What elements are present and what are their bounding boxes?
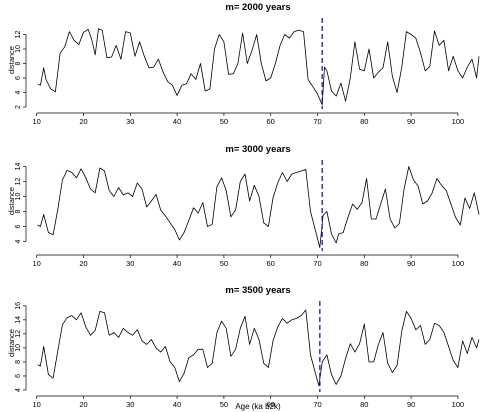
y-tick-label: 4 bbox=[15, 90, 22, 94]
x-tick-label: 70 bbox=[313, 259, 321, 268]
y-tick-label: 6 bbox=[15, 374, 22, 378]
x-tick-label: 70 bbox=[313, 400, 321, 409]
panel-title: m= 3500 years bbox=[225, 285, 290, 296]
x-tick-label: 60 bbox=[267, 400, 275, 409]
x-tick-label: 40 bbox=[173, 259, 181, 268]
x-tick-label: 80 bbox=[360, 117, 368, 126]
x-tick-label: 20 bbox=[79, 259, 87, 268]
y-tick-label: 10 bbox=[15, 344, 22, 352]
y-tick-label: 4 bbox=[15, 388, 22, 392]
x-tick-label: 100 bbox=[452, 117, 465, 126]
y-tick-label: 10 bbox=[15, 45, 22, 53]
y-tick-label: 2 bbox=[15, 105, 22, 109]
panel-2: m= 3000 years distance 4 6 8 10 12 14 10 20 30 40… bbox=[7, 144, 480, 268]
y-tick-label: 6 bbox=[15, 224, 22, 228]
series-line bbox=[37, 28, 480, 106]
x-axis-label: Age (ka b2k) bbox=[235, 402, 281, 411]
y-tick-label: 12 bbox=[15, 178, 22, 186]
x-tick-label: 80 bbox=[360, 259, 368, 268]
panel-title: m= 3000 years bbox=[225, 144, 290, 155]
panel-title: m= 2000 years bbox=[225, 2, 290, 13]
x-tick-label: 40 bbox=[173, 117, 181, 126]
x-tick-label: 70 bbox=[313, 117, 321, 126]
x-tick-label: 100 bbox=[452, 259, 465, 268]
x-tick-label: 30 bbox=[126, 400, 134, 409]
x-tick-label: 60 bbox=[267, 259, 275, 268]
y-tick-label: 10 bbox=[15, 193, 22, 201]
x-tick-label: 100 bbox=[452, 400, 465, 409]
x-tick-label: 10 bbox=[33, 400, 41, 409]
y-tick-label: 14 bbox=[15, 316, 22, 324]
panel-3: m= 3500 years distance 4 6 8 10 12 14 16 10 20 30… bbox=[7, 285, 480, 409]
y-tick-label: 14 bbox=[15, 163, 22, 171]
panel-1: m= 2000 years distance 2 4 6 8 10 12 10 20 30 40 5… bbox=[7, 2, 480, 126]
x-tick-label: 80 bbox=[360, 400, 368, 409]
x-tick-label: 50 bbox=[220, 259, 228, 268]
series-line bbox=[37, 166, 480, 248]
x-tick-label: 60 bbox=[267, 117, 275, 126]
y-tick-label: 8 bbox=[15, 360, 22, 364]
y-axis-label: distance bbox=[7, 46, 16, 74]
x-tick-label: 50 bbox=[220, 400, 228, 409]
x-tick-label: 30 bbox=[126, 259, 134, 268]
x-tick-label: 20 bbox=[79, 117, 87, 126]
x-tick-label: 50 bbox=[220, 117, 228, 126]
y-tick-label: 12 bbox=[15, 330, 22, 338]
x-tick-label: 30 bbox=[126, 117, 134, 126]
y-axis-label: distance bbox=[7, 187, 16, 215]
x-tick-label: 90 bbox=[407, 259, 415, 268]
y-tick-label: 12 bbox=[15, 31, 22, 39]
y-axis-label: distance bbox=[7, 329, 16, 357]
y-tick-label: 6 bbox=[15, 76, 22, 80]
y-tick-label: 8 bbox=[15, 61, 22, 65]
x-tick-label: 20 bbox=[79, 400, 87, 409]
x-tick-label: 10 bbox=[33, 259, 41, 268]
y-tick-label: 8 bbox=[15, 209, 22, 213]
y-tick-label: 4 bbox=[15, 239, 22, 243]
y-tick-label: 16 bbox=[15, 302, 22, 310]
x-tick-label: 10 bbox=[33, 117, 41, 126]
series-line bbox=[37, 309, 480, 387]
x-tick-label: 40 bbox=[173, 400, 181, 409]
x-tick-label: 90 bbox=[407, 400, 415, 409]
x-tick-label: 90 bbox=[407, 117, 415, 126]
